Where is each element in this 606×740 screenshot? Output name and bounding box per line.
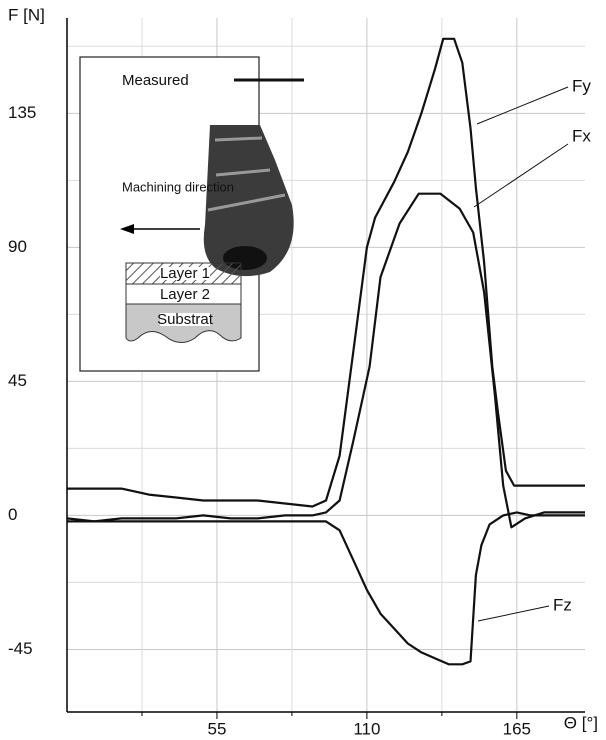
- chart: F [N] Θ [°] Fy Fx Fz Measured Machining …: [0, 0, 606, 740]
- y-axis-label: F [N]: [8, 5, 45, 24]
- layer-label: Layer 2: [160, 286, 210, 303]
- annotation: Fy: [572, 76, 591, 95]
- annotation: Fz: [553, 595, 572, 614]
- y-tick-label: 90: [8, 237, 27, 256]
- x-tick-label: 55: [207, 719, 226, 738]
- x-axis-label: Θ [°]: [564, 713, 598, 732]
- leader-line: [474, 144, 568, 207]
- y-tick-label: 45: [8, 371, 27, 390]
- leader-line: [477, 87, 568, 124]
- x-tick-label: 110: [353, 719, 380, 738]
- y-tick-label: 135: [8, 103, 36, 122]
- layer-label: Substrat: [157, 311, 214, 328]
- inset-legend: Measured: [122, 72, 189, 89]
- annotation: Fx: [572, 126, 591, 145]
- layer-label: Layer 1: [160, 265, 210, 282]
- series-line: [67, 512, 585, 664]
- y-tick-label: 0: [8, 505, 17, 524]
- inset-label: Machining direction: [122, 179, 234, 194]
- leader-line: [478, 606, 549, 621]
- y-tick-label: -45: [8, 639, 33, 658]
- x-tick-label: 165: [503, 719, 531, 738]
- inset: Measured Machining direction Layer 1 Lay…: [80, 57, 304, 371]
